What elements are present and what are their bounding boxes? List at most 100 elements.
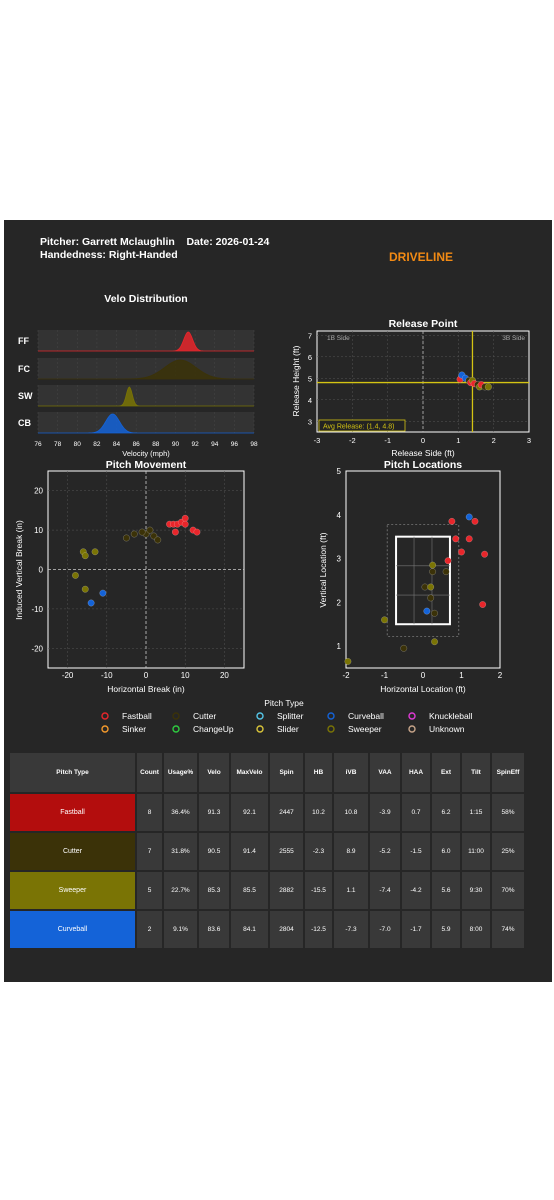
table-cell: 58% xyxy=(492,794,524,831)
movement-point-marker xyxy=(138,528,146,536)
table-cell: 6.0 xyxy=(432,833,460,870)
movement-x-tick: -20 xyxy=(62,671,74,680)
pitching-report: Pitcher: Garrett Mclaughlin Date: 2026-0… xyxy=(4,220,552,982)
legend-label-unknown: Unknown xyxy=(429,724,465,734)
locations-x-tick: 1 xyxy=(459,671,464,680)
movement-point-marker xyxy=(87,599,95,607)
location-point-marker xyxy=(427,583,435,591)
release-y-label: Release Height (ft) xyxy=(291,345,301,416)
release-point-marker xyxy=(484,383,492,391)
velo-tick-label: 96 xyxy=(231,441,239,448)
table-cell: 8.9 xyxy=(334,833,368,870)
table-cell: 83.6 xyxy=(199,911,229,948)
handedness-line: Handedness: Right-Handed xyxy=(40,249,178,261)
velo-density-ff xyxy=(38,331,254,352)
movement-y-tick: 20 xyxy=(34,487,43,496)
table-cell: 5.6 xyxy=(432,872,460,909)
movement-point-marker xyxy=(181,520,189,528)
locations-y-tick: 2 xyxy=(337,598,342,607)
release-chart-title: Release Point xyxy=(389,318,458,330)
movement-x-tick: 20 xyxy=(220,671,229,680)
movement-point-marker xyxy=(193,528,201,536)
table-cell: -3.9 xyxy=(370,794,400,831)
pitcher-date-line: Pitcher: Garrett Mclaughlin Date: 2026-0… xyxy=(40,236,270,248)
movement-point-marker xyxy=(71,571,79,579)
table-cell: -4.2 xyxy=(402,872,430,909)
velo-row-band xyxy=(38,330,254,351)
table-header-maxvelo: MaxVelo xyxy=(231,753,268,792)
table-row: Cutter 7 31.8% 90.5 91.4 2555 -2.3 8.9 -5.2 -1.5 6… xyxy=(10,833,524,870)
movement-point-marker xyxy=(91,548,99,556)
legend-label-splitter: Splitter xyxy=(277,711,304,721)
location-point-marker xyxy=(421,583,429,591)
table-cell: 91.4 xyxy=(231,833,268,870)
release-y-tick: 5 xyxy=(308,374,312,383)
legend-marker-knuckleball xyxy=(408,712,416,720)
table-header-haa: HAA xyxy=(402,753,430,792)
velo-x-label: Velocity (mph) xyxy=(122,449,170,458)
location-point-marker xyxy=(465,513,473,521)
legend-marker-curveball xyxy=(327,712,335,720)
velo-tick-label: 82 xyxy=(93,441,101,448)
table-row: Fastball 8 36.4% 91.3 92.1 2447 10.2 10.8 -3.9 0.… xyxy=(10,794,524,831)
table-cell: 1.1 xyxy=(334,872,368,909)
release-x-tick: -1 xyxy=(384,436,391,445)
location-point-marker xyxy=(448,517,456,525)
table-cell: 6.2 xyxy=(432,794,460,831)
location-point-marker xyxy=(429,561,437,569)
location-point-marker xyxy=(444,557,452,565)
release-y-tick: 4 xyxy=(308,396,312,405)
velo-tick-label: 78 xyxy=(54,441,62,448)
locations-x-label: Horizontal Location (ft) xyxy=(380,684,466,694)
location-point-marker xyxy=(423,607,431,615)
release-x-tick: -2 xyxy=(349,436,356,445)
release-y-tick: 7 xyxy=(308,331,312,340)
legend-marker-cutter xyxy=(172,712,180,720)
movement-point-marker xyxy=(81,552,89,560)
table-cell: 8 xyxy=(137,794,162,831)
legend-marker-sinker xyxy=(101,725,109,733)
movement-y-tick: 0 xyxy=(39,566,44,575)
table-cell: -5.2 xyxy=(370,833,400,870)
avg-release-box xyxy=(318,419,406,432)
strike-zone xyxy=(395,535,451,626)
pitch-type-cell: Curveball xyxy=(10,911,135,948)
table-cell: 84.1 xyxy=(231,911,268,948)
table-cell: 9.1% xyxy=(164,911,197,948)
legend-label-changeup: ChangeUp xyxy=(193,724,234,734)
movement-point-marker xyxy=(99,589,107,597)
location-point-marker xyxy=(431,609,438,617)
table-header-vaa: VAA xyxy=(370,753,400,792)
velo-row-label: CB xyxy=(18,418,31,428)
legend-marker-splitter xyxy=(256,712,264,720)
velo-row-band xyxy=(38,412,254,433)
location-point-marker xyxy=(452,535,460,543)
velo-tick-label: 92 xyxy=(191,441,199,448)
table-cell: -7.0 xyxy=(370,911,400,948)
third-base-side-label: 3B Side xyxy=(502,335,525,342)
velo-density-fc xyxy=(38,359,254,380)
locations-chart-title: Pitch Locations xyxy=(384,459,462,471)
movement-point-marker xyxy=(171,528,179,536)
release-x-tick: 3 xyxy=(527,436,531,445)
table-header-row: Pitch Type Count Usage% Velo MaxVelo Spin HB iV… xyxy=(10,753,524,792)
table-cell: 92.1 xyxy=(231,794,268,831)
release-x-tick: 1 xyxy=(456,436,460,445)
locations-y-tick: 5 xyxy=(337,467,342,476)
velo-density-cb xyxy=(38,413,254,434)
table-header-ivb: iVB xyxy=(334,753,368,792)
movement-point-marker xyxy=(81,585,89,593)
velo-density-sw xyxy=(38,386,254,407)
velo-tick-label: 88 xyxy=(152,441,160,448)
movement-point-marker xyxy=(150,532,158,540)
legend-label-sweeper: Sweeper xyxy=(348,724,382,734)
movement-point-marker xyxy=(146,526,154,534)
locations-y-tick: 3 xyxy=(337,555,342,564)
table-cell: -1.7 xyxy=(402,911,430,948)
location-point-marker xyxy=(429,568,437,576)
legend-label-sinker: Sinker xyxy=(122,724,146,734)
movement-point-marker xyxy=(154,536,162,544)
velo-row-label: FC xyxy=(18,364,30,374)
locations-y-tick: 1 xyxy=(337,642,342,651)
table-cell: 31.8% xyxy=(164,833,197,870)
